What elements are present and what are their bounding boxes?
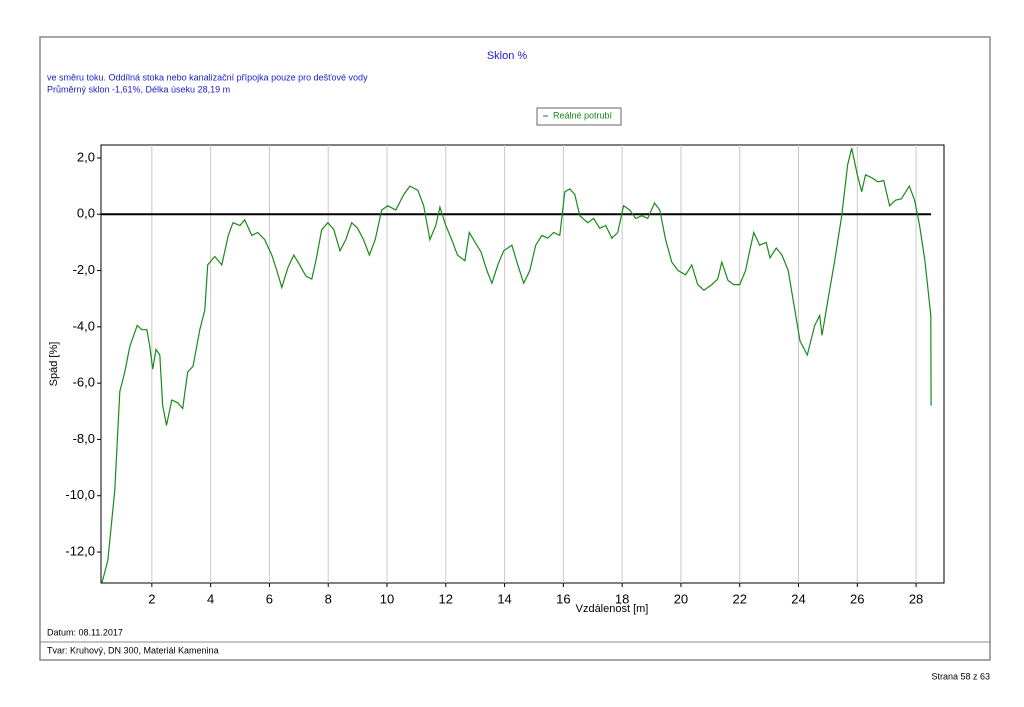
x-tick-label: 14 xyxy=(497,591,511,606)
x-tick-label: 6 xyxy=(266,591,273,606)
x-tick-label: 16 xyxy=(556,591,570,606)
x-tick-label: 28 xyxy=(909,591,923,606)
x-tick-label: 10 xyxy=(380,591,394,606)
legend-entry: Reálné potrubí xyxy=(553,110,613,120)
y-tick-label: -8,0 xyxy=(73,431,95,446)
subtitle: ve směru toku. Oddílná stoka nebo kanali… xyxy=(47,72,368,82)
x-tick-label: 8 xyxy=(325,591,332,606)
x-tick-label: 4 xyxy=(207,591,214,606)
y-tick-label: -2,0 xyxy=(73,262,95,277)
page-number: Strana 58 z 63 xyxy=(931,671,990,681)
y-tick-label: -4,0 xyxy=(73,318,95,333)
x-tick-label: 20 xyxy=(674,591,688,606)
footer-date: Datum: 08.11.2017 xyxy=(47,627,123,637)
x-tick-label: 26 xyxy=(850,591,864,606)
legend-box xyxy=(536,107,622,126)
data-line xyxy=(101,147,932,584)
x-tick-label: 22 xyxy=(732,591,746,606)
y-tick-label: 2,0 xyxy=(77,149,95,164)
y-tick-label: -6,0 xyxy=(73,375,95,390)
footer-shape: Tvar: Kruhový, DN 300, Materiál Kamenina xyxy=(47,645,219,655)
y-tick-label: -10,0 xyxy=(65,487,95,502)
y-tick-label: 0,0 xyxy=(77,206,95,221)
subtitle: Průměrný sklon -1,61%, Délka úseku 28,19… xyxy=(47,84,230,94)
x-tick-label: 12 xyxy=(439,591,453,606)
plot-area xyxy=(100,144,945,584)
y-tick-label: -12,0 xyxy=(65,543,95,558)
x-tick-label: 18 xyxy=(615,591,629,606)
y-axis-label: Spád [%] xyxy=(48,342,60,387)
x-tick-label: 2 xyxy=(148,591,155,606)
chart-title: Sklon % xyxy=(487,50,528,62)
x-tick-label: 24 xyxy=(791,591,805,606)
x-axis-label: Vzdálenost [m] xyxy=(576,603,649,615)
